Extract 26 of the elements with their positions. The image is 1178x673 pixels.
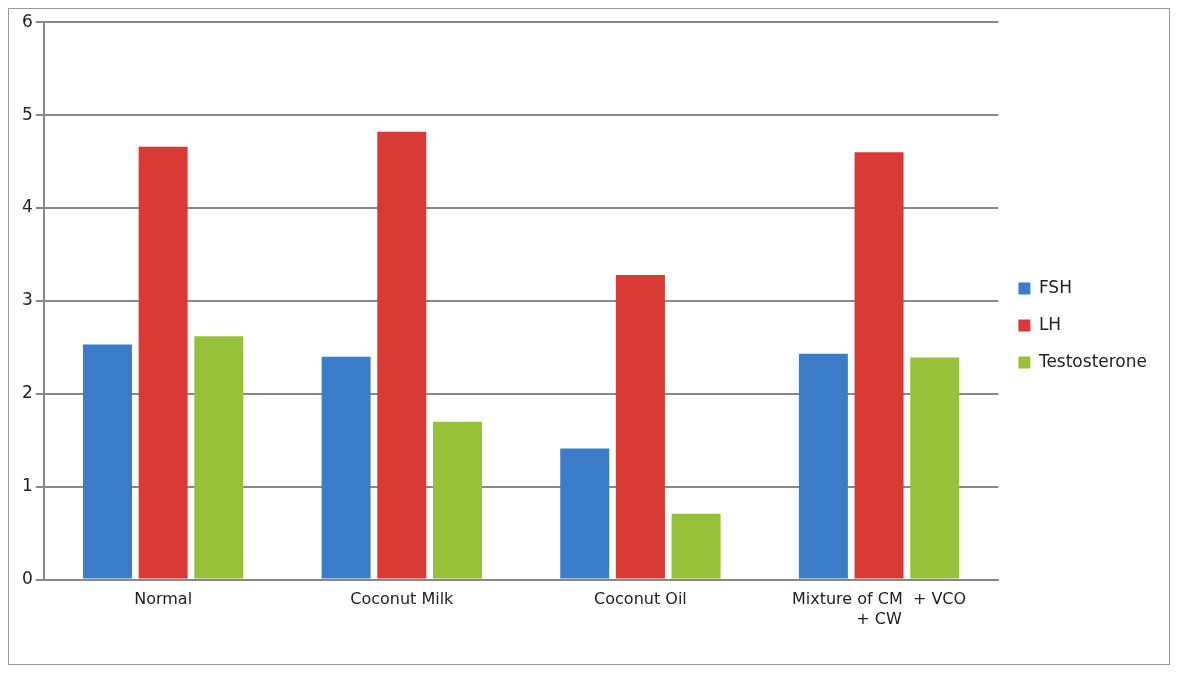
legend-label: Testosterone — [1037, 350, 1147, 371]
bar — [910, 357, 960, 579]
bar — [560, 448, 610, 579]
x-tick-label: Coconut Oil — [594, 589, 687, 609]
y-tick-label: 0 — [21, 568, 33, 589]
x-tick-label: Mixture of CM + VCO + CW — [791, 589, 967, 628]
y-tick-label: 4 — [21, 196, 33, 217]
legend-label: FSH — [1038, 276, 1072, 297]
bar — [432, 421, 482, 579]
bar — [321, 356, 371, 579]
legend-label: LH — [1038, 313, 1062, 334]
x-tick-label: Coconut Milk — [350, 589, 455, 609]
bar — [854, 152, 904, 579]
bar — [615, 274, 665, 579]
bar — [82, 344, 132, 579]
bar — [194, 336, 244, 579]
y-tick-label: 3 — [21, 289, 33, 310]
y-tick-label: 5 — [21, 103, 33, 124]
y-tick-label: 2 — [21, 382, 33, 403]
bar — [138, 146, 188, 579]
bar — [671, 513, 721, 579]
y-tick-label: 1 — [21, 475, 33, 496]
y-tick-label: 6 — [21, 10, 33, 31]
bar — [377, 131, 427, 579]
bar — [798, 353, 848, 579]
x-tick-label: Normal — [134, 589, 193, 609]
